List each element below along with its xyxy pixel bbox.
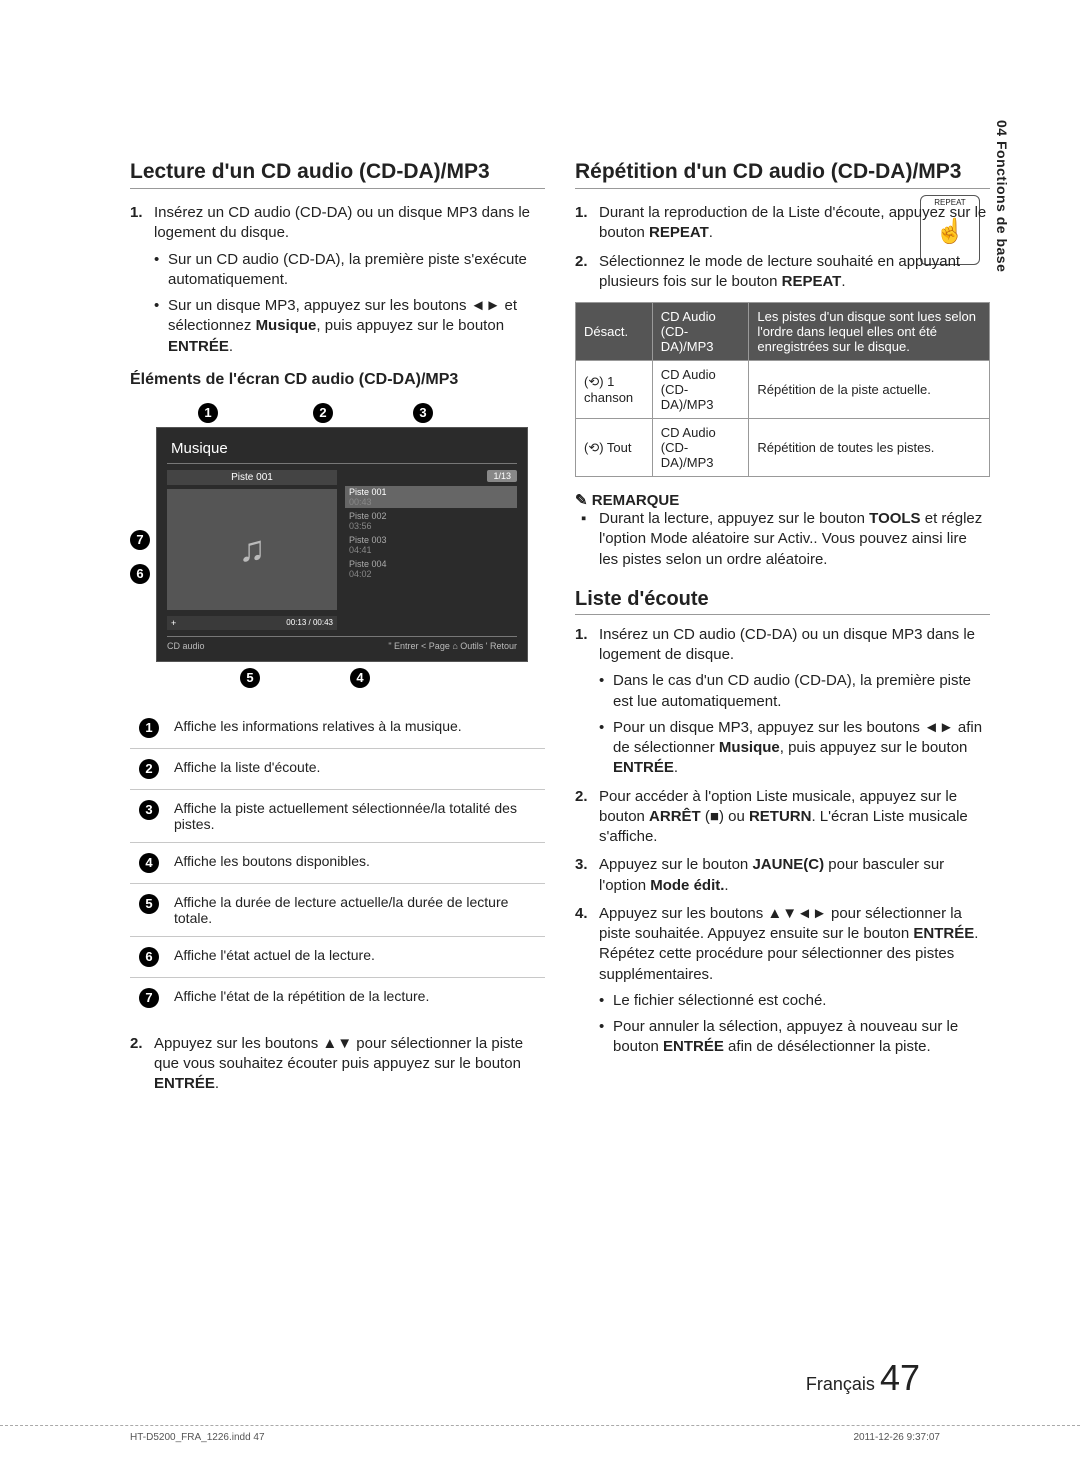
repeat-icon: + <box>171 618 176 628</box>
print-file: HT-D5200_FRA_1226.indd 47 <box>130 1432 265 1443</box>
playlist-step3: Appuyez sur le bouton JAUNE(C) pour basc… <box>575 855 990 896</box>
callout-7: 7 <box>130 530 150 550</box>
left-step2: Appuyez sur les boutons ▲▼ pour sélectio… <box>130 1034 545 1095</box>
track-row: Piste 00404:02 <box>345 558 517 580</box>
right-step1: Durant la reproduction de la Liste d'éco… <box>575 203 990 244</box>
bullet: Pour un disque MP3, appuyez sur les bout… <box>599 718 990 779</box>
legend-table: 1Affiche les informations relatives à la… <box>130 708 545 1018</box>
legend-text: Affiche l'état de la répétition de la le… <box>168 977 545 1018</box>
track-row: Piste 00304:41 <box>345 534 517 556</box>
track-row: Piste 00203:56 <box>345 510 517 532</box>
bullet: Pour annuler la sélection, appuyez à nou… <box>599 1017 990 1058</box>
playlist-step4: Appuyez sur les boutons ▲▼◄► pour sélect… <box>575 904 990 1058</box>
footer-language: Français <box>806 1374 875 1394</box>
legend-text: Affiche les informations relatives à la … <box>168 708 545 749</box>
print-info: HT-D5200_FRA_1226.indd 47 2011-12-26 9:3… <box>0 1425 1080 1443</box>
callout-2: 2 <box>313 403 333 423</box>
left-step1-bullet2: Sur un disque MP3, appuyez sur les bouto… <box>154 296 545 357</box>
callout-3: 3 <box>413 403 433 423</box>
footer-page-number: 47 <box>880 1357 920 1398</box>
print-timestamp: 2011-12-26 9:37:07 <box>853 1432 940 1443</box>
table-cell: Les pistes d'un disque sont lues selon l… <box>749 303 990 361</box>
table-cell: (⟲) Tout <box>576 419 653 477</box>
table-cell: CD Audio (CD-DA)/MP3 <box>652 419 749 477</box>
play-bar: + 00:13 / 00:43 <box>167 616 337 630</box>
legend-text: Affiche l'état actuel de la lecture. <box>168 936 545 977</box>
track-position-badge: 1/13 <box>487 470 517 482</box>
bullet: Le fichier sélectionné est coché. <box>599 991 990 1011</box>
current-track: Piste 001 <box>167 470 337 485</box>
legend-text: Affiche la piste actuellement sélectionn… <box>168 789 545 842</box>
left-heading: Lecture d'un CD audio (CD-DA)/MP3 <box>130 160 545 189</box>
legend-text: Affiche la durée de lecture actuelle/la … <box>168 883 545 936</box>
help-bar: " Entrer < Page ⌂ Outils ' Retour <box>388 641 517 651</box>
left-step1-bullet1: Sur un CD audio (CD-DA), la première pis… <box>154 250 545 291</box>
repeat-mode-table: Désact. CD Audio (CD-DA)/MP3 Les pistes … <box>575 302 990 477</box>
screen-diagram: 1 2 3 7 6 Musique Piste 001 ♫ <box>130 403 545 688</box>
right-heading: Répétition d'un CD audio (CD-DA)/MP3 <box>575 160 990 189</box>
player-screen: Musique Piste 001 ♫ + 00:13 / 00:43 <box>156 427 528 662</box>
remark-heading: ✎ REMARQUE <box>575 491 990 509</box>
left-subheading: Éléments de l'écran CD audio (CD-DA)/MP3 <box>130 371 545 389</box>
callout-6: 6 <box>130 564 150 584</box>
callout-4: 4 <box>350 668 370 688</box>
table-cell: CD Audio (CD-DA)/MP3 <box>652 361 749 419</box>
page-footer: Français 47 <box>0 1357 1080 1399</box>
callout-5: 5 <box>240 668 260 688</box>
bullet: Dans le cas d'un CD audio (CD-DA), la pr… <box>599 671 990 712</box>
legend-text: Affiche les boutons disponibles. <box>168 842 545 883</box>
remark-body: Durant la lecture, appuyez sur le bouton… <box>575 509 990 570</box>
side-tab: 04 Fonctions de base <box>994 120 1010 272</box>
playlist-step1: Insérez un CD audio (CD-DA) ou un disque… <box>575 625 990 779</box>
table-cell: Désact. <box>576 303 653 361</box>
table-cell: (⟲) 1 chanson <box>576 361 653 419</box>
playlist-step2: Pour accéder à l'option Liste musicale, … <box>575 787 990 848</box>
table-cell: CD Audio (CD-DA)/MP3 <box>652 303 749 361</box>
music-note-icon: ♫ <box>167 489 337 610</box>
table-cell: Répétition de la piste actuelle. <box>749 361 990 419</box>
legend-text: Affiche la liste d'écoute. <box>168 748 545 789</box>
table-cell: Répétition de toutes les pistes. <box>749 419 990 477</box>
left-step1-text: Insérez un CD audio (CD-DA) ou un disque… <box>154 204 530 241</box>
right-step2: Sélectionnez le mode de lecture souhaité… <box>575 252 990 293</box>
playlist-heading: Liste d'écoute <box>575 588 990 615</box>
left-step1: Insérez un CD audio (CD-DA) ou un disque… <box>130 203 545 357</box>
time-counter: 00:13 / 00:43 <box>286 618 333 627</box>
track-row: Piste 00100:43 <box>345 486 517 508</box>
screen-title: Musique <box>167 438 517 459</box>
callout-1: 1 <box>198 403 218 423</box>
source-label: CD audio <box>167 641 205 651</box>
